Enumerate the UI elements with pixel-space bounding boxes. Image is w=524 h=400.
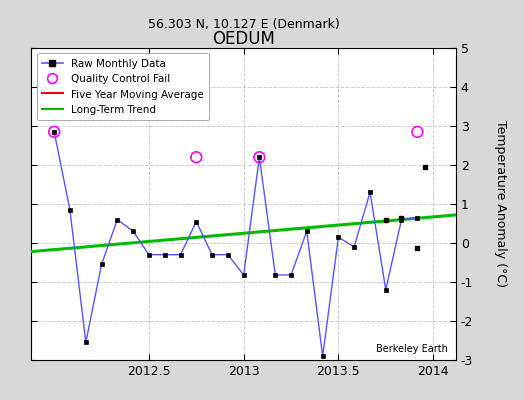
Title: OEDUM: OEDUM bbox=[212, 30, 275, 48]
Legend: Raw Monthly Data, Quality Control Fail, Five Year Moving Average, Long-Term Tren: Raw Monthly Data, Quality Control Fail, … bbox=[37, 53, 209, 120]
Point bbox=[413, 129, 422, 135]
Text: Berkeley Earth: Berkeley Earth bbox=[376, 344, 447, 354]
Y-axis label: Temperature Anomaly (°C): Temperature Anomaly (°C) bbox=[494, 120, 507, 288]
Point bbox=[192, 154, 201, 160]
Text: 56.303 N, 10.127 E (Denmark): 56.303 N, 10.127 E (Denmark) bbox=[148, 18, 340, 31]
Point bbox=[255, 154, 264, 160]
Point bbox=[50, 129, 58, 135]
